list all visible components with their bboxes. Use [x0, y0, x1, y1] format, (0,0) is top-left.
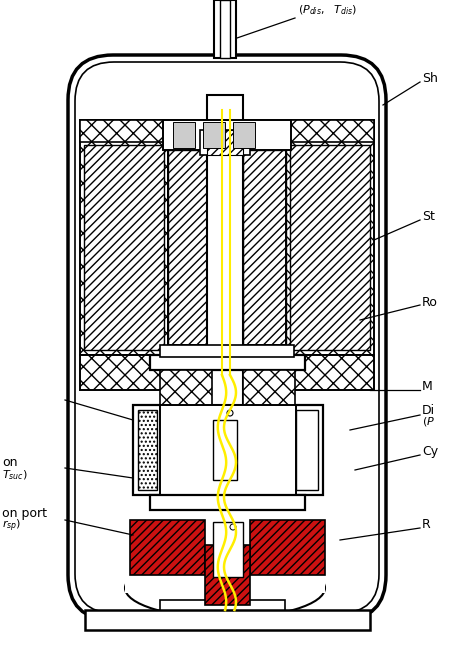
Text: St: St [422, 210, 435, 224]
Bar [80, 355, 168, 390]
Bar [243, 150, 286, 345]
Circle shape [227, 410, 233, 416]
Bar [213, 420, 237, 480]
Circle shape [230, 524, 236, 530]
Bar [205, 545, 250, 605]
Text: $(P$: $(P$ [422, 415, 435, 429]
Bar [80, 120, 168, 355]
Bar [133, 405, 323, 495]
Bar [173, 122, 195, 148]
Text: R: R [422, 519, 431, 532]
Bar [80, 120, 374, 142]
Bar [250, 520, 325, 575]
FancyBboxPatch shape [75, 62, 379, 613]
Bar [160, 405, 296, 495]
Ellipse shape [125, 558, 325, 618]
Text: Sh: Sh [422, 73, 438, 85]
Bar [286, 355, 374, 390]
Bar [203, 122, 225, 148]
Bar [160, 345, 294, 357]
Text: Cy: Cy [422, 446, 438, 458]
Bar [220, 0, 230, 58]
Bar [243, 150, 286, 345]
Bar [84, 145, 164, 350]
Bar [138, 410, 157, 490]
Bar [150, 495, 305, 510]
Text: $r_{sp})$: $r_{sp})$ [2, 518, 21, 534]
Bar [214, 0, 236, 58]
Text: $(P_{dis},\ \ T_{dis})$: $(P_{dis},\ \ T_{dis})$ [298, 3, 357, 17]
Bar [168, 150, 207, 345]
Text: Di: Di [422, 403, 435, 417]
Bar [130, 520, 205, 575]
Text: M: M [422, 380, 433, 394]
Bar [125, 558, 325, 593]
Text: $T_{suc})$: $T_{suc})$ [2, 468, 28, 482]
Bar [233, 122, 255, 148]
Bar [200, 130, 250, 155]
Bar [286, 120, 374, 355]
FancyBboxPatch shape [68, 55, 386, 620]
Bar [207, 130, 243, 155]
Bar [168, 150, 207, 345]
Text: on: on [2, 456, 18, 468]
Bar [160, 370, 212, 425]
Bar [290, 145, 370, 350]
Bar [150, 355, 305, 370]
Bar [163, 120, 291, 150]
Text: Ro: Ro [422, 296, 438, 308]
Text: on port: on port [2, 507, 47, 519]
Bar [85, 610, 370, 630]
Bar [213, 522, 243, 577]
Bar [168, 345, 207, 375]
Bar [296, 410, 318, 490]
Bar [243, 370, 295, 425]
Bar [243, 345, 286, 375]
Bar [207, 95, 243, 405]
Bar [160, 600, 285, 614]
